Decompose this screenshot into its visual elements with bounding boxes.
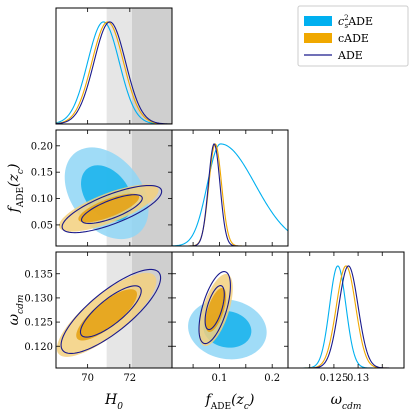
legend-swatch-1 [304,33,332,43]
ytick-label-wcdm: 0.130 [24,293,53,304]
contours-fADE-wcdm [188,274,267,360]
marginal-H0 [56,21,172,124]
axis-label-H0: H0 [104,392,123,412]
ytick-label-fADE: 0.10 [31,194,53,205]
legend: c2 sADE cADE ADE [297,5,409,67]
marginal-fADE [172,143,288,246]
ticks-layer: 70 72 0.1 0.2 0.1250.130.050.100.150.200.120… [24,8,383,384]
contour-lines-H0-wcdm [60,268,162,354]
legend-swatch-0 [304,16,332,26]
axis-labels: H0 fADE(zc) ωcdm fADE(zc) ωcdm [6,164,361,412]
ytick-label-fADE: 0.20 [31,141,53,152]
xtick-label-fADE: 0.2 [264,373,280,384]
marginal-curve-ADE-H0 [56,21,172,124]
marginal-curve-cs2ADE-fADE [172,143,288,246]
h0-band-0-row-0 [106,8,132,124]
contour-line-95-ADE-H0-fADE [61,184,163,234]
ytick-label-fADE: 0.05 [31,220,53,231]
xtick-label-H0: 72 [123,373,136,384]
legend-label-0: c2 sADE [338,14,373,30]
contour-line-95-ADE-fADE-wcdm [198,271,231,345]
axis-label-fADE: fADE(zc) [205,392,255,412]
marginal-curve-ADE-wcdm [288,265,404,368]
contour-lines-H0-fADE [61,184,163,234]
marginal-curve-cs2ADE-H0 [56,21,172,124]
marginal-curve-cADE-H0 [56,21,172,124]
contours-H0-fADE [58,147,159,240]
xtick-label-wcdm: 0.125 [320,373,349,384]
ytick-label-wcdm: 0.135 [24,269,53,280]
panel-1-1 [171,129,289,247]
marginal-curve-cADE-fADE [172,143,288,246]
ytick-label-wcdm: 0.120 [24,342,53,353]
xtick-label-wcdm: 0.13 [347,373,369,384]
axis-label-wcdm: ωcdm [331,392,362,412]
marginal-curve-cADE-wcdm [288,265,404,368]
axis-label-fADE: fADE(zc) [6,164,26,214]
panel-frames [55,7,405,369]
ytick-label-fADE: 0.15 [31,168,53,179]
contour-line-68-ADE-H0-wcdm [79,285,142,338]
contour-68-cADE-H0-fADE [78,193,140,223]
legend-label-2: ADE [337,49,363,62]
xtick-label-H0: 70 [81,373,94,384]
contour-line-68-ADE-H0-fADE [80,194,143,225]
marginal-curve-cs2ADE-wcdm [288,265,404,368]
contour-line-95-ADE-H0-wcdm [60,268,162,354]
marginal-wcdm [288,265,404,368]
contour-68-cADE-H0-wcdm [76,289,137,341]
contour-lines-fADE-wcdm [198,271,231,345]
contour-line-68-ADE-fADE-wcdm [204,285,225,331]
xtick-label-fADE: 0.1 [212,373,228,384]
panel-0-0 [55,7,173,125]
legend-label-1: cADE [338,32,369,45]
marginal-curve-ADE-fADE [172,143,288,246]
contour-68-cADE-fADE-wcdm [205,288,227,332]
panel-2-2 [287,251,405,369]
axis-label-wcdm: ωcdm [6,295,26,326]
ytick-label-wcdm: 0.125 [24,318,53,329]
